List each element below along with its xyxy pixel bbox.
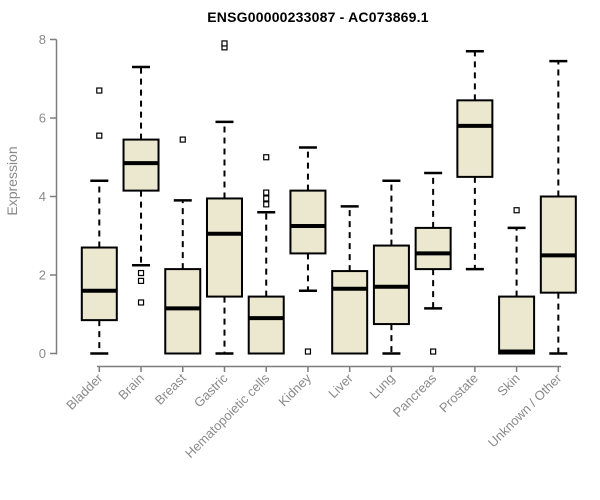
outlier-point: [137, 299, 145, 306]
x-tick-label: Unknown / Other: [485, 370, 565, 450]
y-tick-label: 8: [39, 32, 46, 47]
box-iqr: [331, 270, 369, 355]
box-iqr: [414, 226, 452, 271]
x-tick-label: Kidney: [275, 370, 314, 409]
x-tick-label: Prostate: [436, 371, 481, 416]
box-iqr: [164, 268, 202, 355]
x-tick-label: Lung: [366, 371, 397, 402]
y-tick-label: 4: [39, 189, 46, 204]
outlier-point: [96, 87, 103, 94]
box-iqr: [539, 195, 577, 294]
x-tick-label: Skin: [494, 371, 522, 399]
outlier-point: [96, 132, 103, 139]
box-iqr: [80, 246, 118, 322]
chart-title: ENSG00000233087 - AC073869.1: [207, 9, 429, 25]
outlier-point: [137, 269, 145, 277]
x-tick-label: Pancreas: [390, 370, 440, 420]
outlier-point: [263, 189, 270, 196]
outlier-point: [221, 40, 228, 47]
x-tick-label: Liver: [325, 370, 356, 401]
y-tick-label: 6: [39, 111, 46, 126]
box-iqr: [247, 295, 285, 355]
outlier-point: [137, 277, 145, 284]
x-tick-label: Brain: [115, 371, 147, 403]
outlier-point: [513, 207, 520, 214]
x-tick-label: Breast: [152, 370, 189, 407]
y-tick-label: 2: [39, 268, 46, 283]
y-tick-label: 0: [39, 346, 46, 361]
x-tick-label: Bladder: [63, 370, 106, 413]
outlier-point: [430, 348, 437, 355]
box-iqr: [456, 99, 494, 178]
box-iqr: [498, 295, 536, 355]
outlier-point: [263, 201, 270, 208]
outlier-point: [263, 154, 270, 161]
box-iqr: [289, 189, 327, 255]
box-iqr: [205, 197, 243, 298]
x-tick-label: Gastric: [191, 370, 231, 410]
outlier-point: [263, 195, 270, 202]
outlier-point: [179, 136, 186, 143]
outlier-point: [304, 348, 312, 355]
